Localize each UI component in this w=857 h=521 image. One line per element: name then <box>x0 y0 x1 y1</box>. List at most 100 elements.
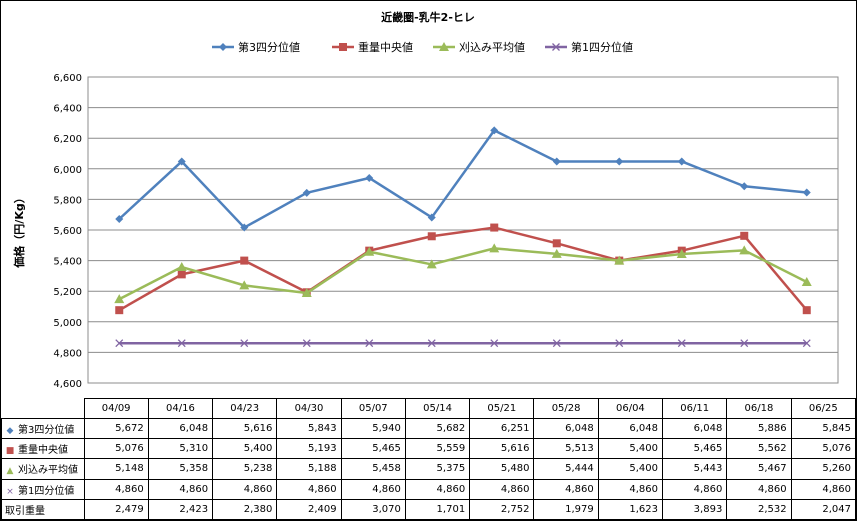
data-label: 5,559 <box>404 438 471 460</box>
legend-label: 刈込み平均値 <box>459 41 525 54</box>
data-label: 4,860 <box>533 478 599 500</box>
data-label: 4,860 <box>212 478 278 500</box>
data-label: 5,444 <box>533 458 599 480</box>
data-point <box>302 188 311 197</box>
x-tick-label: 06/18 <box>726 398 792 419</box>
data-label: 5,188 <box>276 458 342 480</box>
data-label: 5,616 <box>469 438 535 460</box>
y-tick-label: 5,400 <box>53 257 82 268</box>
table-row: 取引重量 2,479 2,423 2,380 2,409 3,070 1,701 2,752 1… <box>1 498 857 521</box>
data-label: 6,048 <box>597 417 664 440</box>
data-label: 5,467 <box>726 458 792 480</box>
row-legend-marker: ▲ <box>6 466 14 477</box>
series-4 <box>115 339 811 348</box>
data-point <box>802 188 811 197</box>
y-tick-label: 5,200 <box>53 287 82 298</box>
x-tick-label: 04/16 <box>147 398 214 419</box>
data-point <box>177 339 186 348</box>
legend-marker <box>439 42 449 51</box>
row-legend-marker: × <box>6 486 14 497</box>
row-header-label: 第1四分位値 <box>18 485 75 497</box>
x-tick-label: 05/14 <box>404 398 471 419</box>
data-point <box>115 214 124 223</box>
data-label: 4,860 <box>662 478 728 500</box>
data-label: 5,193 <box>276 438 342 460</box>
data-label: 5,400 <box>212 438 278 460</box>
data-label: 5,940 <box>340 417 406 440</box>
row-legend-marker: ◆ <box>6 426 14 437</box>
data-point <box>240 223 249 232</box>
data-point <box>676 249 687 259</box>
y-tick-label: 5,600 <box>53 226 82 237</box>
data-label: 4,860 <box>790 478 857 500</box>
data-label: 2,479 <box>83 498 149 521</box>
legend-item: 刈込み平均値 <box>433 41 525 54</box>
row-legend-marker: ■ <box>5 446 15 457</box>
data-label: 5,843 <box>276 417 342 440</box>
data-point <box>490 223 499 232</box>
data-table: 04/09 04/16 04/23 04/30 05/07 05/14 05/21 05/28… <box>1 398 857 521</box>
data-point <box>802 339 811 348</box>
table-corner <box>1 398 85 419</box>
x-tick-label: 04/09 <box>83 398 149 419</box>
data-point <box>364 246 375 256</box>
row-header-label: 取引重量 <box>5 505 45 517</box>
data-point <box>427 339 436 348</box>
x-tick-label: 05/21 <box>469 398 535 419</box>
data-label: 5,310 <box>147 438 214 460</box>
data-label: 5,400 <box>597 438 664 460</box>
data-point <box>739 245 750 255</box>
data-label: 2,752 <box>469 498 535 521</box>
data-label: 5,845 <box>790 417 857 440</box>
table-row: ▲ 刈込み平均値 5,148 5,358 5,238 5,188 5,458 5,375 5,4… <box>1 458 857 480</box>
row-header: ◆ 第3四分位値 <box>1 417 85 440</box>
data-label: 6,048 <box>533 417 599 440</box>
data-label: 5,465 <box>340 438 406 460</box>
data-label: 5,616 <box>212 417 278 440</box>
data-label: 1,701 <box>404 498 471 521</box>
data-label: 4,860 <box>469 478 535 500</box>
data-label: 5,260 <box>790 458 857 480</box>
data-point <box>115 339 124 348</box>
y-axis: 4,600 4,800 5,000 5,200 5,400 5,600 5,800 6,000… <box>53 73 89 390</box>
data-label: 5,443 <box>662 458 728 480</box>
data-label: 5,682 <box>404 417 471 440</box>
data-label: 5,886 <box>726 417 792 440</box>
legend: 第3四分位値 重量中央値 刈込み平均値 第1四分位値 <box>212 40 633 54</box>
data-point <box>615 157 624 166</box>
data-label: 2,423 <box>147 498 214 521</box>
y-tick-label: 6,400 <box>53 104 82 115</box>
data-point <box>551 248 562 258</box>
data-point <box>740 182 749 191</box>
data-point <box>177 157 186 166</box>
data-point <box>802 306 811 315</box>
data-label: 5,076 <box>790 438 857 460</box>
data-label: 5,358 <box>147 458 214 480</box>
gridlines <box>87 76 839 384</box>
data-label: 3,070 <box>340 498 406 521</box>
x-tick-label: 05/28 <box>533 398 599 419</box>
data-label: 4,860 <box>726 478 792 500</box>
x-tick-label: 06/25 <box>790 398 857 419</box>
plot-area <box>114 126 812 348</box>
legend-label: 第3四分位値 <box>238 40 300 54</box>
data-point <box>177 270 186 279</box>
table-row: ■ 重量中央値 5,076 5,310 5,400 5,193 5,465 5,559 5,61… <box>1 438 857 460</box>
data-label: 4,860 <box>340 478 406 500</box>
data-label: 2,047 <box>790 498 857 521</box>
series-3 <box>114 243 812 304</box>
data-point <box>365 339 374 348</box>
row-header: ■ 重量中央値 <box>1 438 85 460</box>
y-tick-label: 5,000 <box>53 318 82 329</box>
table-row: × 第1四分位値 4,860 4,860 4,860 4,860 4,860 4,860 4,8… <box>1 478 857 500</box>
data-label: 5,400 <box>597 458 664 480</box>
data-point <box>740 339 749 348</box>
data-point <box>489 243 500 253</box>
data-point <box>301 288 312 298</box>
data-label: 5,238 <box>212 458 278 480</box>
legend-label: 第1四分位値 <box>571 40 633 54</box>
data-point <box>677 157 686 166</box>
data-label: 5,458 <box>340 458 406 480</box>
y-tick-label: 6,000 <box>53 165 82 176</box>
series-line <box>118 247 808 301</box>
